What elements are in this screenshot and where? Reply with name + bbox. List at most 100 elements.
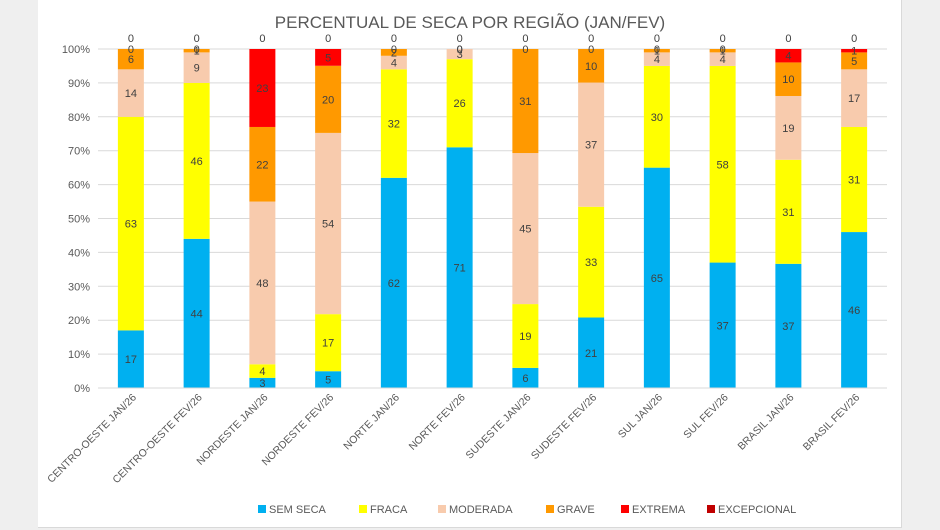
- y-tick-label: 20%: [68, 315, 90, 327]
- legend-swatch: [621, 505, 629, 513]
- bar-segment-extrema: [315, 49, 342, 66]
- data-label: 0: [457, 44, 463, 56]
- bar-segment-moderada: [841, 69, 868, 127]
- bar-segment-moderada: [380, 55, 407, 70]
- data-label: 1: [194, 46, 200, 58]
- data-label: 1: [654, 46, 660, 58]
- legend-item[interactable]: FRACA: [359, 504, 408, 516]
- data-label: 1: [851, 46, 857, 58]
- data-label: 46: [848, 305, 860, 317]
- data-label: 0: [391, 44, 397, 56]
- data-label: 71: [454, 263, 466, 275]
- bar-segment-grave: [380, 49, 407, 56]
- data-label: 4: [785, 51, 791, 63]
- bar-segment-fraca: [380, 69, 407, 178]
- x-tick-label: BRASIL JAN/26: [735, 392, 796, 453]
- bar-segment-grave: [578, 49, 605, 83]
- data-label: 4: [259, 366, 265, 378]
- data-label: 37: [782, 321, 794, 333]
- data-label: 4: [391, 58, 397, 70]
- legend-swatch: [359, 505, 367, 513]
- legend-swatch: [546, 505, 554, 513]
- legend-item[interactable]: EXCEPCIONAL: [707, 504, 796, 516]
- y-tick-label: 0%: [74, 383, 90, 395]
- data-label: 10: [782, 74, 794, 86]
- data-label: 4: [654, 54, 660, 66]
- legend-item[interactable]: EXTREMA: [621, 504, 686, 516]
- y-tick-label: 10%: [68, 349, 90, 361]
- data-label: 0: [588, 44, 594, 56]
- bar-segment-fraca: [315, 314, 342, 372]
- legend-item[interactable]: MODERADA: [438, 504, 513, 516]
- data-label: 0: [522, 33, 528, 45]
- legend-item[interactable]: GRAVE: [546, 504, 595, 516]
- data-label: 31: [848, 175, 860, 187]
- bar-segment-fraca: [446, 59, 473, 148]
- bar-segment-fraca: [709, 65, 736, 263]
- bar-segment-fraca: [117, 116, 144, 331]
- data-label: 45: [519, 224, 531, 236]
- x-tick-label: BRASIL FEV/26: [801, 392, 863, 454]
- data-label: 0: [654, 44, 660, 56]
- bar-segment-fraca: [249, 364, 276, 378]
- bar-segment-grave: [841, 52, 868, 70]
- bar-segment-moderada: [578, 82, 605, 207]
- data-label: 32: [388, 119, 400, 131]
- legend-label: EXTREMA: [632, 504, 686, 516]
- data-label: 14: [125, 88, 137, 100]
- bar-segment-extrema: [249, 49, 276, 127]
- data-label: 21: [585, 348, 597, 360]
- data-label: 0: [194, 33, 200, 45]
- legend-label: EXCEPCIONAL: [718, 504, 796, 516]
- data-label: 19: [519, 331, 531, 343]
- x-tick-label: NORTE FEV/26: [407, 392, 468, 453]
- bar-segment-grave: [709, 49, 736, 53]
- bar-segment-sem-seca: [117, 330, 144, 388]
- data-label: 1: [720, 46, 726, 58]
- bar-segment-sem-seca: [775, 263, 802, 388]
- y-axis: 0% 10% 20% 30% 40% 50% 60% 70% 80% 90% 100%: [62, 44, 90, 395]
- bar-segment-fraca: [775, 159, 802, 264]
- data-label: 10: [585, 61, 597, 73]
- y-tick-label: 70%: [68, 146, 90, 158]
- bar-segment-grave: [512, 49, 539, 154]
- data-label: 4: [720, 54, 726, 66]
- data-label: 22: [256, 159, 268, 171]
- legend: SEM SECA FRACA MODERADA GRAVE EXTREMA EXCEPCI…: [258, 504, 796, 516]
- data-label: 9: [194, 63, 200, 75]
- data-label: 0: [720, 33, 726, 45]
- gridlines: [98, 48, 887, 389]
- data-label: 0: [588, 33, 594, 45]
- bar-segment-sem-seca: [183, 238, 210, 388]
- y-tick-label: 100%: [62, 44, 90, 56]
- legend-item[interactable]: SEM SECA: [258, 504, 327, 516]
- data-label: 0: [325, 33, 331, 45]
- legend-swatch: [438, 505, 446, 513]
- legend-swatch: [707, 505, 715, 513]
- data-label: 23: [256, 83, 268, 95]
- bars: [117, 49, 868, 388]
- bar-segment-extrema: [775, 49, 802, 63]
- y-tick-label: 90%: [68, 78, 90, 90]
- legend-label: SEM SECA: [269, 504, 327, 516]
- legend-label: MODERADA: [449, 504, 513, 516]
- bar-segment-moderada: [315, 132, 342, 315]
- data-label: 26: [454, 98, 466, 110]
- data-label: 19: [782, 123, 794, 135]
- bar-segment-moderada: [709, 52, 736, 66]
- legend-swatch: [258, 505, 266, 513]
- data-label: 3: [457, 49, 463, 61]
- data-label: 44: [191, 308, 203, 320]
- data-label: 31: [519, 96, 531, 108]
- data-label: 6: [128, 54, 134, 66]
- bar-segment-grave: [249, 126, 276, 202]
- bar-segment-grave: [183, 49, 210, 53]
- data-label: 0: [128, 44, 134, 56]
- bar-segment-fraca: [512, 304, 539, 368]
- x-tick-label: NORDESTE FEV/26: [260, 392, 337, 469]
- data-labels: 1763146004446910034482223051754205062324…: [125, 33, 861, 390]
- bar-segment-moderada: [643, 52, 670, 66]
- data-label: 0: [720, 44, 726, 56]
